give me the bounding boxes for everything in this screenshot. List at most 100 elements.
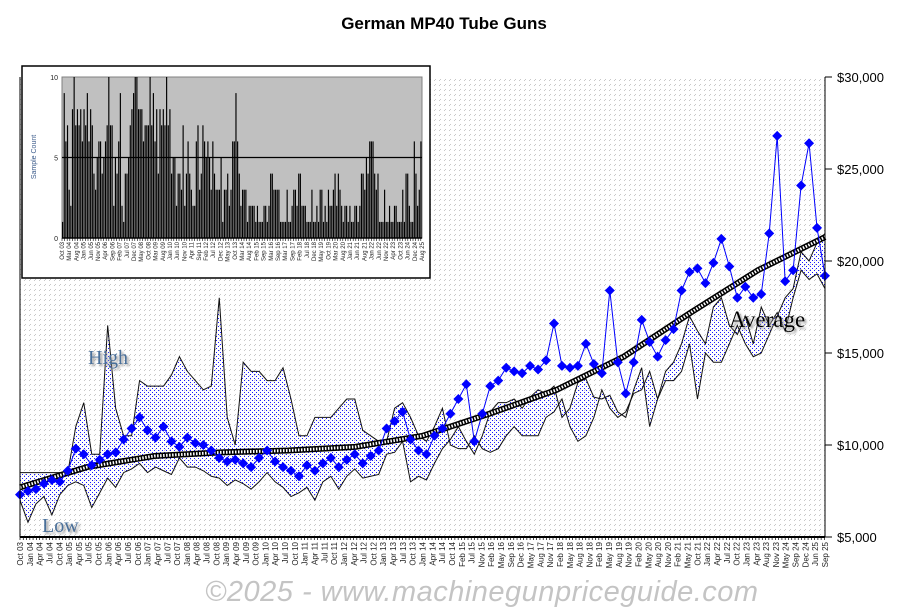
- average-point: [397, 406, 408, 417]
- average-point: [222, 456, 233, 467]
- x-tick-label: May 21: [684, 541, 693, 568]
- sample-count-bar: [147, 125, 150, 238]
- sample-count-bar: [306, 221, 308, 238]
- sample-count-bar: [70, 205, 72, 238]
- sample-count-bar: [403, 221, 405, 238]
- sample-count-bar: [126, 173, 128, 238]
- sample-count-bar: [271, 173, 273, 238]
- inset-x-tick-label: Sep 15: [262, 241, 268, 261]
- x-tick-label: Oct 21: [693, 541, 702, 565]
- sample-count-bar: [109, 125, 112, 238]
- x-tick-label: Jan 09: [222, 541, 231, 566]
- average-point: [110, 447, 121, 458]
- inset-x-tick-label: Dec 12: [218, 241, 224, 261]
- sample-count-bar: [184, 205, 186, 238]
- average-point: [317, 458, 328, 469]
- sample-count-bar: [359, 205, 361, 238]
- sample-count-bar: [88, 141, 90, 238]
- y-tick-label: $15,000: [837, 346, 884, 361]
- sample-count-bar: [96, 157, 98, 238]
- average-point: [70, 443, 81, 454]
- x-tick-label: Oct 13: [409, 541, 418, 565]
- inset-x-tick-label: Apr 23: [391, 241, 397, 259]
- inset-x-tick-label: Sep 16: [276, 241, 282, 261]
- y-tick-label: $30,000: [837, 70, 884, 85]
- sample-count-bar: [208, 157, 211, 238]
- trend-line-pattern: [19, 235, 826, 489]
- x-tick-label: Apr 23: [752, 541, 761, 565]
- sample-count-bar: [235, 93, 237, 238]
- sample-count-bar: [387, 221, 389, 238]
- inset-x-tick-label: Mar 17: [283, 241, 289, 260]
- inset-y-tick-label: 10: [50, 75, 58, 82]
- sample-count-bar: [217, 189, 219, 238]
- x-tick-label: Jan 11: [301, 541, 310, 565]
- inset-x-tick-label: Mar 16: [269, 241, 275, 260]
- sample-count-bar: [350, 221, 353, 238]
- average-point: [118, 434, 129, 445]
- x-tick-label: Jan 07: [144, 541, 153, 566]
- sample-count-bar: [116, 173, 118, 238]
- sample-count-bar: [111, 125, 113, 238]
- average-point: [541, 355, 552, 366]
- x-tick-label: Aug 19: [615, 541, 624, 567]
- x-tick-label: Jul 08: [203, 541, 212, 563]
- x-tick-label: Nov 23: [772, 541, 781, 567]
- sample-count-bar: [86, 93, 88, 238]
- sample-count-bar: [62, 221, 64, 238]
- average-point: [134, 412, 145, 423]
- sample-count-bar: [410, 221, 412, 238]
- sample-count-bar: [332, 189, 334, 238]
- sample-count-bar: [123, 221, 125, 238]
- sample-count-bar: [329, 205, 331, 238]
- sample-count-bar: [218, 189, 221, 238]
- y-tick-label: $20,000: [837, 254, 884, 269]
- low-series-line: [19, 269, 826, 524]
- sample-count-bar: [215, 189, 217, 238]
- inset-x-tick-label: Aug 09: [161, 241, 167, 261]
- sample-count-bar: [276, 189, 278, 238]
- sample-count-bar: [412, 221, 414, 238]
- sample-count-bar: [316, 205, 318, 238]
- x-tick-label: May 18: [566, 541, 575, 568]
- x-tick-label: Feb 15: [458, 541, 467, 566]
- sample-count-bar: [379, 221, 381, 238]
- sample-count-bar: [357, 221, 359, 238]
- y-tick-label: $5,000: [837, 530, 877, 545]
- average-point: [22, 486, 33, 496]
- average-point: [445, 408, 456, 419]
- x-tick-label: Jul 09: [242, 541, 251, 563]
- inset-x-tick-label: Oct 19: [326, 241, 332, 259]
- average-point: [190, 438, 201, 449]
- sample-count-bar: [288, 221, 290, 238]
- low-annotation: Low: [42, 515, 79, 537]
- inset-x-tick-label: Nov 22: [384, 241, 390, 261]
- x-tick-label: Jul 07: [163, 541, 172, 563]
- sample-count-bar: [258, 221, 260, 238]
- average-point: [580, 338, 591, 349]
- x-tick-label: Nov 20: [664, 541, 673, 567]
- sample-count-bar: [152, 93, 154, 238]
- inset-x-tick-label: Jun 24: [406, 241, 412, 260]
- sample-count-bar: [284, 221, 287, 238]
- average-point: [158, 421, 169, 432]
- average-point: [174, 441, 185, 452]
- sample-count-bar: [390, 221, 392, 238]
- x-tick-label: Aug 20: [654, 541, 663, 567]
- sample-count-bar: [144, 125, 146, 238]
- sample-count-bar: [384, 189, 386, 238]
- sample-count-bar: [250, 205, 252, 238]
- sample-count-bar: [278, 189, 280, 238]
- average-point: [46, 474, 57, 485]
- sample-count-bar: [174, 157, 176, 238]
- sample-count-bar: [225, 189, 227, 238]
- sample-count-bar: [121, 205, 123, 238]
- average-point: [413, 445, 424, 456]
- sample-count-bar: [68, 189, 70, 238]
- high-annotation: High: [88, 347, 128, 369]
- inset-x-tick-label: Oct 23: [398, 241, 404, 259]
- sample-count-bar: [81, 141, 83, 238]
- sample-count-bar: [313, 221, 315, 238]
- inset-x-tick-label: May 19: [319, 241, 325, 261]
- sample-count-bar: [106, 125, 108, 238]
